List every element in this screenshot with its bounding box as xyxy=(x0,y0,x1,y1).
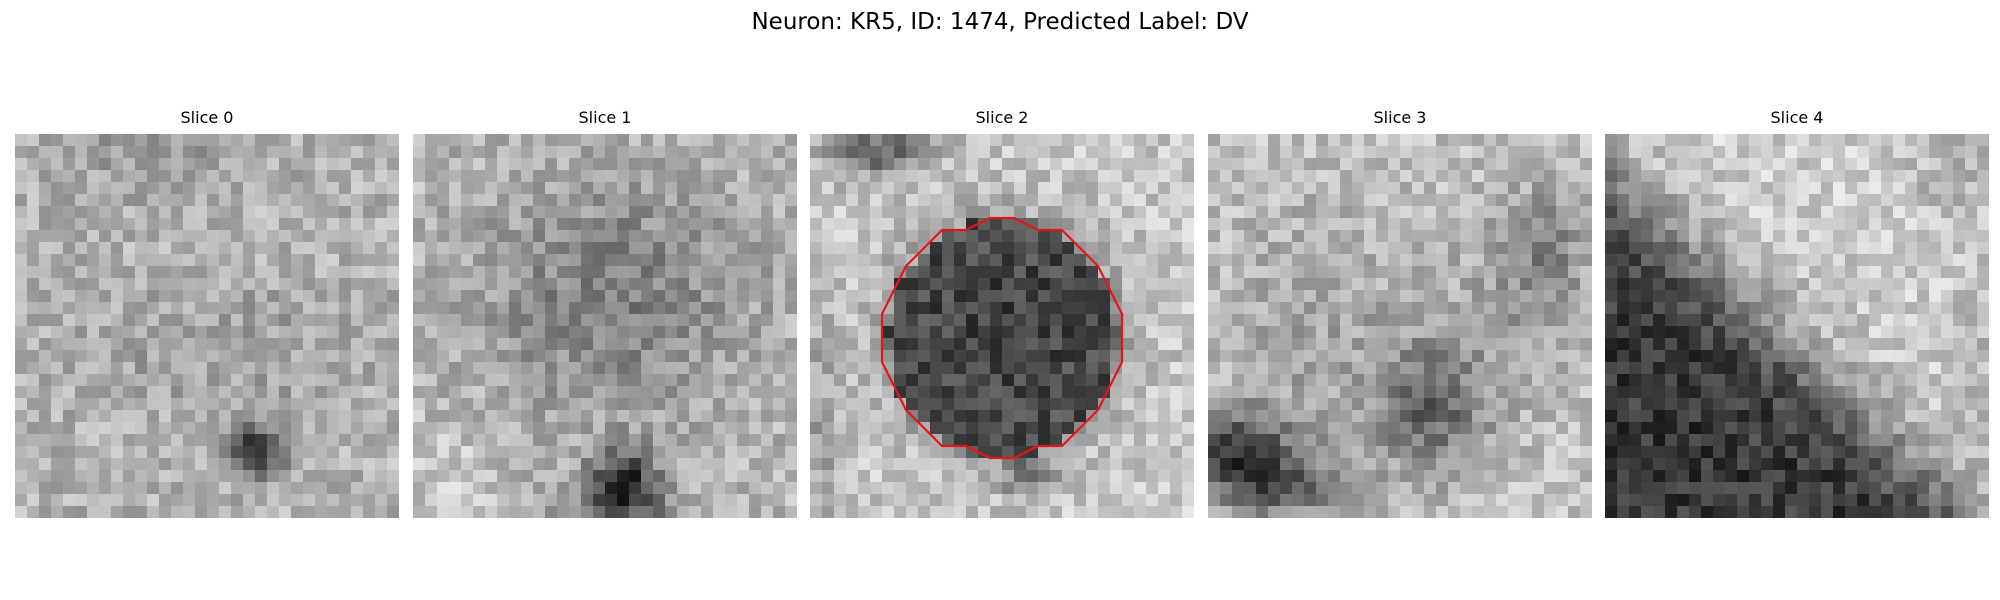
slice-image xyxy=(413,134,797,518)
slice-panel-0: Slice 0 xyxy=(15,108,399,518)
slice-pixel-grid xyxy=(1605,134,1989,518)
slice-image xyxy=(1605,134,1989,518)
slice-pixel-grid xyxy=(15,134,399,518)
slice-title: Slice 1 xyxy=(578,108,632,127)
slice-image xyxy=(1208,134,1592,518)
slice-title: Slice 3 xyxy=(1373,108,1427,127)
slice-title: Slice 4 xyxy=(1770,108,1824,127)
slice-image xyxy=(15,134,399,518)
slice-pixel-grid xyxy=(1208,134,1592,518)
figure-title: Neuron: KR5, ID: 1474, Predicted Label: … xyxy=(751,9,1249,35)
slice-panel-3: Slice 3 xyxy=(1208,108,1592,518)
slice-pixel-grid xyxy=(810,134,1194,518)
slice-panel-4: Slice 4 xyxy=(1605,108,1989,518)
slice-panel-1: Slice 1 xyxy=(413,108,797,518)
slice-image xyxy=(810,134,1194,518)
slice-title: Slice 2 xyxy=(975,108,1029,127)
slice-title: Slice 0 xyxy=(180,108,234,127)
slice-pixel-grid xyxy=(413,134,797,518)
segmentation-outline xyxy=(880,216,1124,460)
slice-panel-2: Slice 2 xyxy=(810,108,1194,518)
